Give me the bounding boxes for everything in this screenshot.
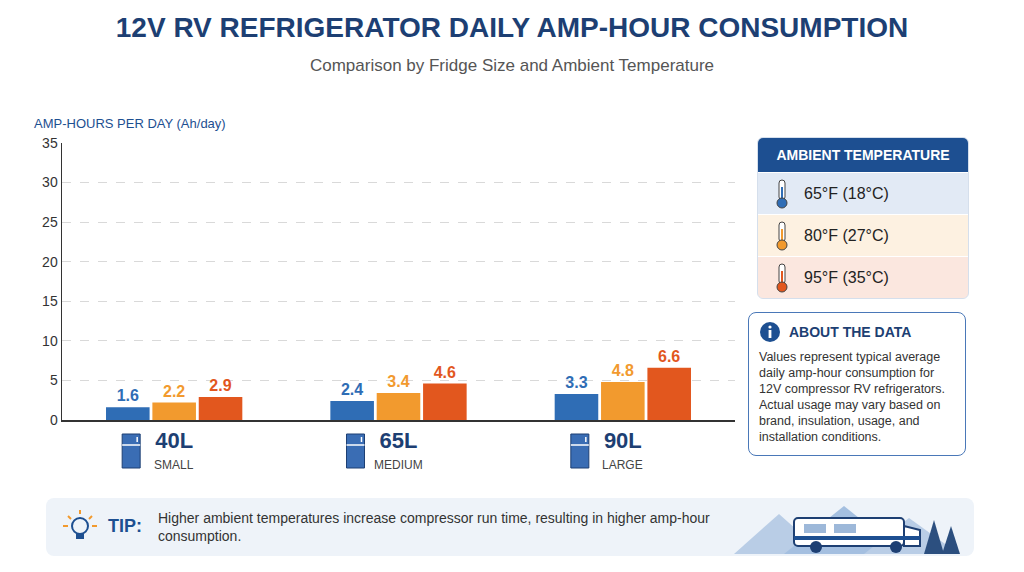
svg-text:6.6: 6.6 bbox=[658, 348, 680, 365]
html-text:TIP:: TIP: bbox=[108, 516, 142, 536]
html-text:AMBIENT TEMPERATURE: AMBIENT TEMPERATURE bbox=[776, 147, 950, 163]
svg-text:MEDIUM: MEDIUM bbox=[374, 458, 423, 472]
svg-text:40L: 40L bbox=[155, 428, 193, 453]
svg-text:25: 25 bbox=[42, 214, 58, 230]
html-text:65°F (18°C): 65°F (18°C) bbox=[804, 184, 889, 202]
svg-text:3.3: 3.3 bbox=[565, 374, 587, 391]
svg-text:30: 30 bbox=[42, 174, 58, 190]
svg-text:3.4: 3.4 bbox=[387, 373, 409, 390]
svg-text:LARGE: LARGE bbox=[602, 458, 643, 472]
svg-text:2.9: 2.9 bbox=[209, 377, 231, 394]
svg-text:1.6: 1.6 bbox=[117, 387, 139, 404]
svg-text:15: 15 bbox=[42, 293, 58, 309]
svg-text:20: 20 bbox=[42, 254, 58, 270]
html-text:Values represent typical avera: Values represent typical average daily a… bbox=[759, 350, 945, 444]
html-text:Comparison by Fridge Size and: Comparison by Fridge Size and Ambient Te… bbox=[309, 56, 715, 75]
svg-text:35: 35 bbox=[42, 135, 58, 151]
svg-text:10: 10 bbox=[42, 333, 58, 349]
html-text:12V RV REFRIGERATOR DAILY AMP-: 12V RV REFRIGERATOR DAILY AMP-HOUR CONSU… bbox=[115, 12, 909, 43]
html-text:95°F (35°C): 95°F (35°C) bbox=[804, 268, 889, 286]
svg-text:65L: 65L bbox=[380, 428, 418, 453]
svg-text:2.2: 2.2 bbox=[163, 383, 185, 400]
html-text:ABOUT THE DATA: ABOUT THE DATA bbox=[789, 324, 912, 340]
svg-text:AMP-HOURS PER DAY (Ah/day): AMP-HOURS PER DAY (Ah/day) bbox=[34, 116, 226, 131]
html-text:Higher ambient temperatures in: Higher ambient temperatures increase com… bbox=[158, 510, 710, 544]
svg-text:SMALL: SMALL bbox=[154, 458, 194, 472]
svg-text:2.4: 2.4 bbox=[341, 381, 363, 398]
html-text:80°F (27°C): 80°F (27°C) bbox=[804, 226, 889, 244]
svg-text:4.8: 4.8 bbox=[612, 362, 634, 379]
svg-text:0: 0 bbox=[50, 412, 58, 428]
svg-text:4.6: 4.6 bbox=[434, 364, 456, 381]
svg-text:5: 5 bbox=[50, 372, 58, 388]
svg-text:90L: 90L bbox=[604, 428, 642, 453]
